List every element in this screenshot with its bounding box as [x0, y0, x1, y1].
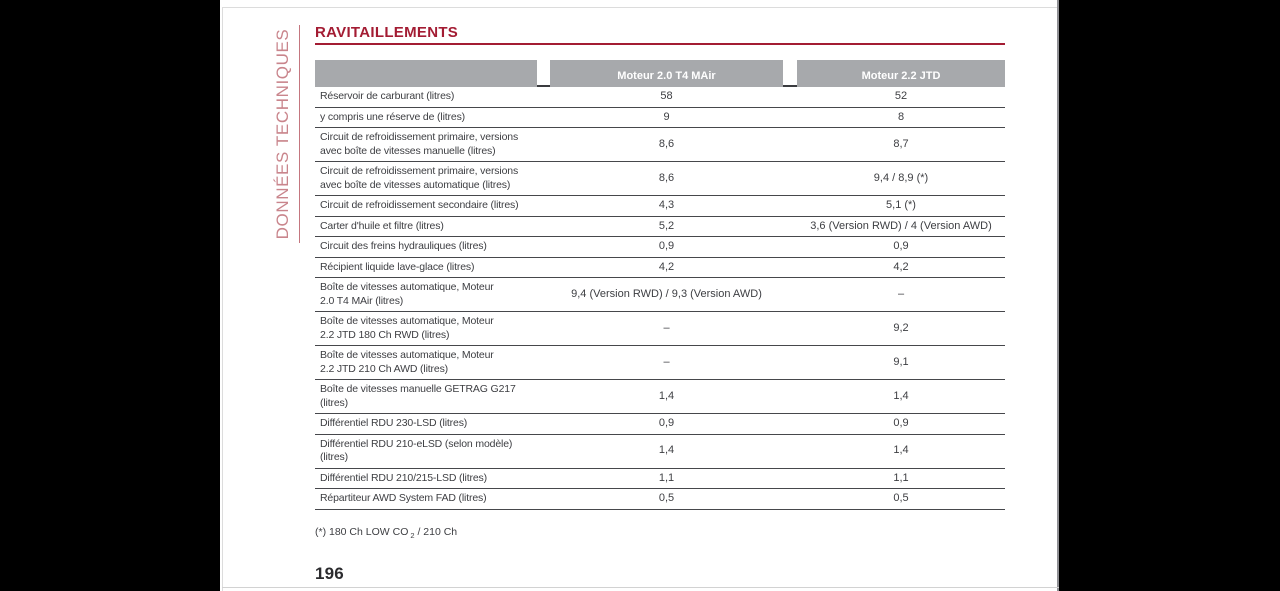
value-mair: – [663, 321, 670, 334]
row-label: Circuit de refroidissement secondaire (l… [320, 199, 519, 211]
value-mair: 0,9 [658, 417, 675, 429]
page-edge-right [1057, 0, 1059, 591]
row-label: Circuit de refroidissement primaire, ver… [320, 131, 519, 157]
table-row: Réservoir de carburant (litres) 58 52 [315, 87, 1005, 108]
row-label: y compris une réserve de (litres) [320, 110, 466, 123]
page-number: 196 [315, 564, 344, 583]
table-row: Différentiel RDU 230-LSD (litres) 0,9 0,… [315, 414, 1005, 435]
table-row: Boîte de vitesses automatique, Moteur 2.… [315, 312, 1005, 346]
table-row: Circuit de refroidissement secondaire (l… [315, 196, 1005, 217]
table-row: Boîte de vitesses automatique, Moteur 2.… [315, 346, 1005, 380]
value-mair: 4,2 [658, 260, 675, 273]
row-label: Répartiteur AWD System FAD (litres) [320, 492, 487, 504]
table-header-row: Moteur 2.0 T4 MAir Moteur 2.2 JTD [315, 60, 1005, 87]
value-jtd: 52 [894, 90, 908, 102]
row-label: Boîte de vitesses manuelle GETRAG G217 (… [320, 383, 516, 409]
row-label: Circuit de refroidissement primaire, ver… [320, 165, 519, 191]
table-row: Carter d'huile et filtre (litres) 5,2 3,… [315, 217, 1005, 237]
header-cell-empty [315, 60, 537, 87]
value-jtd: 9,4 / 8,9 (*) [873, 171, 929, 184]
table-row: Boîte de vitesses manuelle GETRAG G217 (… [315, 380, 1005, 414]
row-label: Boîte de vitesses automatique, Moteur 2.… [320, 315, 494, 341]
value-jtd: 8,7 [893, 137, 909, 150]
value-mair: 1,1 [658, 471, 675, 484]
title-underline [315, 43, 1005, 45]
page-edge-top [222, 7, 1059, 8]
value-mair: 8,6 [658, 137, 675, 150]
section-sidebar-label: DONNÉES TECHNIQUES [266, 25, 300, 243]
row-label: Boîte de vitesses automatique, Moteur 2.… [320, 281, 494, 307]
value-jtd: 1,1 [893, 471, 909, 484]
value-mair: 0,5 [658, 492, 675, 504]
table-row: Circuit de refroidissement primaire, ver… [315, 128, 1005, 162]
value-mair: 4,3 [658, 199, 675, 211]
value-mair: 9 [663, 110, 670, 123]
page-title: RAVITAILLEMENTS [315, 24, 459, 41]
value-jtd: – [897, 287, 905, 300]
header-cell-engine-jtd: Moteur 2.2 JTD [797, 60, 1005, 87]
value-jtd: 0,5 [893, 492, 909, 504]
table-row: Différentiel RDU 210-eLSD (selon modèle)… [315, 435, 1005, 469]
value-jtd: 9,2 [893, 321, 909, 334]
value-mair: 1,4 [658, 389, 675, 402]
table-row: y compris une réserve de (litres) 9 8 [315, 108, 1005, 128]
table-row: Circuit de refroidissement primaire, ver… [315, 162, 1005, 196]
row-label: Circuit des freins hydrauliques (litres) [320, 240, 487, 252]
table-body: Réservoir de carburant (litres) 58 52 y … [315, 87, 1005, 510]
footnote-post: / 210 Ch [414, 526, 458, 538]
value-mair: 5,2 [658, 219, 675, 232]
value-jtd: 1,4 [893, 444, 909, 457]
table-row: Boîte de vitesses automatique, Moteur 2.… [315, 278, 1005, 312]
row-label: Différentiel RDU 210-eLSD (selon modèle)… [320, 437, 513, 464]
row-label: Carter d'huile et filtre (litres) [320, 219, 444, 232]
value-jtd: 0,9 [893, 417, 909, 429]
row-label: Boîte de vitesses automatique, Moteur 2.… [320, 349, 494, 375]
value-mair: – [663, 355, 670, 368]
row-label: Différentiel RDU 230-LSD (litres) [320, 417, 468, 429]
row-label: Récipient liquide lave-glace (litres) [320, 260, 475, 273]
document-page: DONNÉES TECHNIQUES RAVITAILLEMENTS Moteu… [220, 0, 1059, 591]
value-mair: 0,9 [658, 240, 675, 252]
value-jtd: 3,6 (Version RWD) / 4 (Version AWD) [810, 219, 992, 232]
page-edge-bottom [222, 587, 1059, 588]
table-row: Différentiel RDU 210/215-LSD (litres) 1,… [315, 469, 1005, 489]
footnote-pre: (*) 180 Ch LOW CO [315, 526, 409, 538]
header-cell-engine-mair: Moteur 2.0 T4 MAir [550, 60, 783, 87]
value-jtd: 4,2 [893, 260, 909, 273]
value-mair: 8,6 [658, 171, 675, 184]
footnote-subscript: 2 [410, 531, 415, 541]
page-edge-left [222, 7, 223, 591]
value-jtd: 9,1 [893, 355, 909, 368]
row-label: Réservoir de carburant (litres) [320, 90, 455, 102]
value-jtd: 8 [897, 110, 905, 123]
value-mair: 1,4 [658, 444, 675, 457]
value-mair: 58 [660, 90, 673, 102]
value-jtd: 0,9 [893, 240, 909, 252]
value-mair: 9,4 (Version RWD) / 9,3 (Version AWD) [571, 287, 762, 300]
row-label: Différentiel RDU 210/215-LSD (litres) [320, 471, 487, 484]
table-row: Récipient liquide lave-glace (litres) 4,… [315, 258, 1005, 278]
table-row: Circuit des freins hydrauliques (litres)… [315, 237, 1005, 258]
value-jtd: 1,4 [893, 389, 909, 402]
footnote: (*) 180 Ch LOW CO 2 / 210 Ch [315, 526, 457, 540]
value-jtd: 5,1 (*) [886, 199, 916, 211]
table-row: Répartiteur AWD System FAD (litres) 0,5 … [315, 489, 1005, 510]
refuelling-table: Moteur 2.0 T4 MAir Moteur 2.2 JTD Réserv… [315, 60, 1005, 510]
